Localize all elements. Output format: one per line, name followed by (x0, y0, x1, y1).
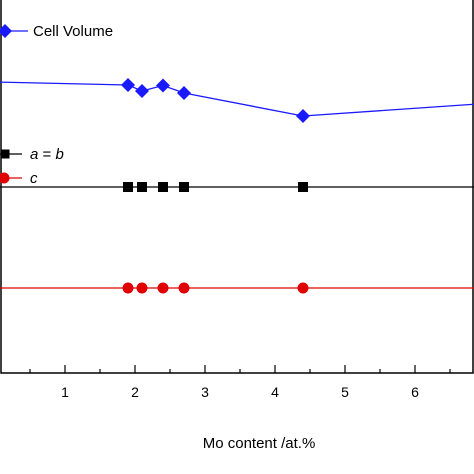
x-tick-label: 4 (271, 384, 279, 400)
legend: Cell Volume a = b c (0, 23, 113, 187)
plot-frame (0, 0, 474, 374)
data-point (135, 84, 149, 98)
data-point (123, 182, 133, 192)
x-axis-title: Mo content /at.% (203, 435, 316, 452)
legend-label: Cell Volume (33, 23, 113, 40)
series-layer (0, 78, 474, 294)
x-tick-label: 5 (341, 384, 349, 400)
data-point (178, 282, 190, 294)
x-tick-label: 1 (61, 384, 69, 400)
x-tick-label: 6 (411, 384, 419, 400)
data-point (157, 282, 169, 294)
data-point (297, 282, 309, 294)
legend-label: a = b (30, 146, 64, 163)
data-point (122, 282, 134, 294)
x-tick-label: 3 (201, 384, 209, 400)
data-point (158, 182, 168, 192)
legend-item: c (0, 170, 38, 187)
data-point (156, 78, 170, 93)
x-axis: 1 2 3 4 5 6 (29, 365, 451, 400)
legend-item: Cell Volume (0, 23, 113, 40)
data-point (296, 109, 310, 123)
legend-marker (0, 172, 10, 184)
data-point (177, 86, 191, 100)
data-point (298, 182, 308, 192)
series-c (0, 282, 474, 294)
legend-marker (0, 24, 12, 38)
legend-label: c (30, 170, 38, 187)
series-a-b (0, 182, 474, 192)
data-point (136, 282, 148, 294)
x-tick-label: 2 (131, 384, 139, 400)
legend-marker (0, 149, 10, 159)
data-point (137, 182, 147, 192)
data-point (179, 182, 189, 192)
legend-item: a = b (0, 146, 64, 163)
data-point (121, 78, 135, 92)
series-line (0, 81, 474, 117)
series-cell-volume (0, 78, 474, 123)
plot-border (0, 0, 474, 374)
